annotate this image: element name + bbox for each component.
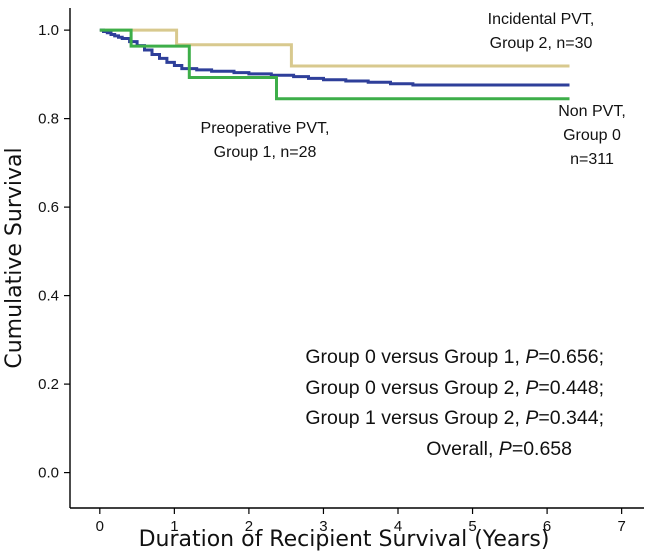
annotation-non-pvt: Non PVT, Group 0 n=311 — [558, 103, 626, 168]
stats-text: Group 0 versus Group 2, — [305, 377, 525, 399]
x-tick-label: 1 — [170, 518, 178, 535]
annotation-line: n=311 — [570, 151, 614, 168]
series-lines — [99, 28, 570, 101]
stats-p-symbol: P — [499, 438, 512, 460]
x-tick-label: 7 — [617, 518, 625, 535]
annotation-preoperative-pvt: Preoperative PVT, Group 1, n=28 — [201, 120, 330, 161]
stats-value: =0.658 — [512, 438, 572, 460]
x-tick-label: 2 — [245, 518, 253, 535]
y-tick-label: 0.6 — [38, 199, 59, 216]
axes — [69, 8, 644, 509]
y-tick-label: 0.2 — [38, 376, 59, 393]
stats-text: Group 0 versus Group 1, — [305, 346, 525, 368]
stats-value: =0.344; — [538, 407, 604, 429]
annotation-line: Incidental PVT, — [488, 11, 595, 28]
stats-p-symbol: P — [525, 377, 538, 399]
y-tick-label: 1.0 — [38, 22, 59, 39]
ticks: 0 1 2 3 4 5 6 7 0.0 0.2 0.4 0.6 0.8 1.0 — [38, 22, 626, 535]
stats-line: Group 1 versus Group 2, P=0.344; — [305, 407, 604, 429]
stats-value: =0.656; — [538, 346, 604, 368]
x-tick-label: 4 — [394, 518, 402, 535]
stats-value: =0.448; — [538, 377, 604, 399]
stats-p-symbol: P — [525, 346, 538, 368]
y-tick-label: 0.8 — [38, 111, 59, 128]
stats-text: Overall, — [426, 438, 499, 460]
stats-line: Overall, P=0.658 — [426, 438, 572, 460]
annotation-line: Preoperative PVT, — [201, 120, 330, 137]
stats-p-symbol: P — [525, 407, 538, 429]
series-line-1 — [99, 28, 570, 87]
series-line-2 — [99, 28, 570, 101]
annotation-line: Group 0 — [563, 127, 621, 144]
y-tick-label: 0.0 — [38, 465, 59, 482]
series-line-0 — [99, 28, 570, 68]
annotation-line: Group 2, n=30 — [490, 35, 593, 52]
y-tick-label: 0.4 — [38, 288, 59, 305]
stats-text: Group 1 versus Group 2, — [305, 407, 525, 429]
x-tick-label: 5 — [468, 518, 476, 535]
annotation-line: Non PVT, — [558, 103, 626, 120]
annotation-incidental-pvt: Incidental PVT, Group 2, n=30 — [488, 11, 595, 52]
x-tick-label: 6 — [543, 518, 551, 535]
x-tick-label: 0 — [96, 518, 104, 535]
stats-line: Group 0 versus Group 1, P=0.656; — [305, 346, 604, 368]
annotation-line: Group 1, n=28 — [214, 144, 317, 161]
x-axis-title: Duration of Recipient Survival (Years) — [139, 527, 550, 551]
stats-line: Group 0 versus Group 2, P=0.448; — [305, 377, 604, 399]
y-axis-title: Cumulative Survival — [2, 147, 27, 368]
x-tick-label: 3 — [319, 518, 327, 535]
stats-box: Group 0 versus Group 1, P=0.656; Group 0… — [305, 346, 604, 460]
